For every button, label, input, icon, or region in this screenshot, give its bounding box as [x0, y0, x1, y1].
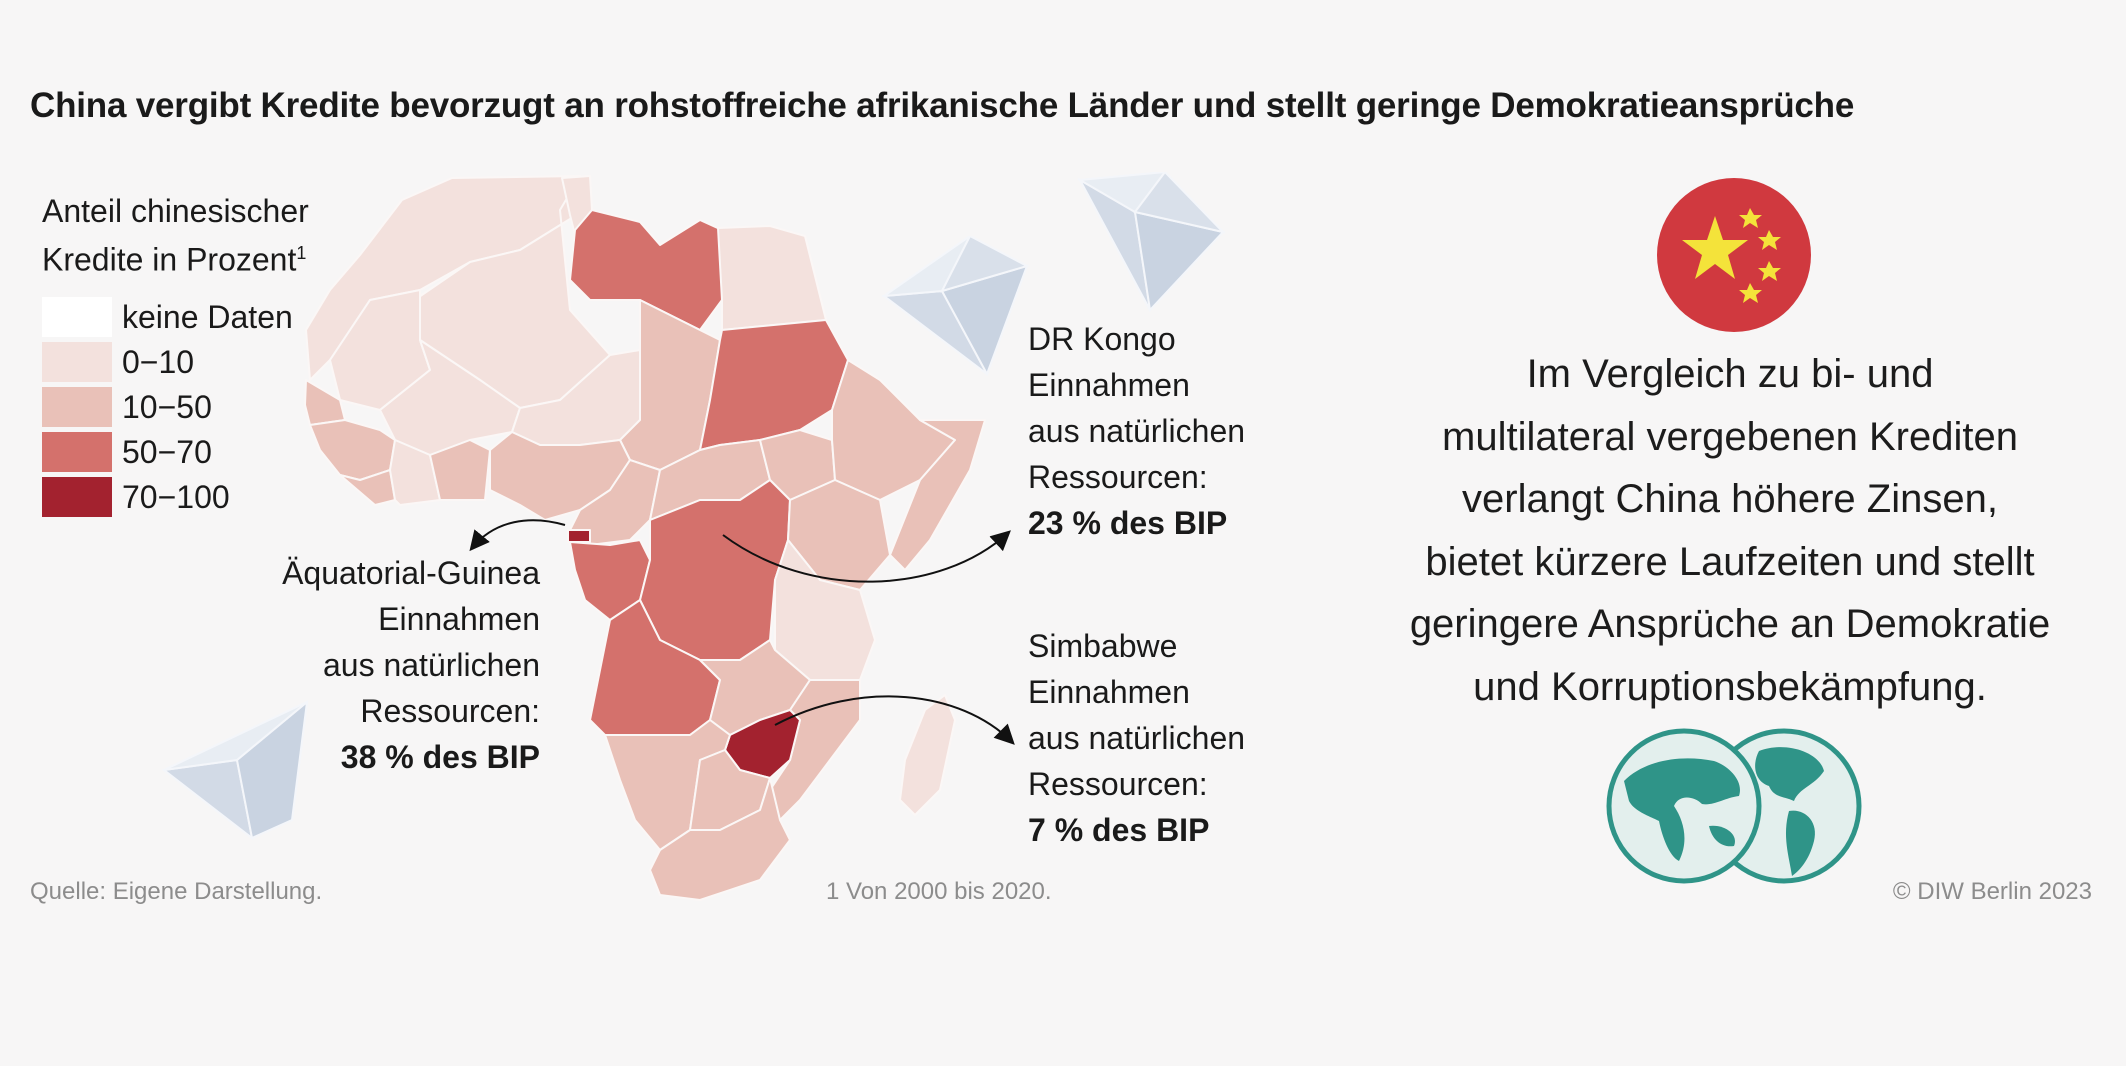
statement-line: multilateral vergebenen Krediten — [1442, 414, 2018, 459]
annotation-line: Ressourcen: — [1028, 766, 1208, 802]
country-ghana — [429, 439, 491, 501]
legend-swatch-0-10 — [42, 342, 112, 383]
statement-line: Im Vergleich zu bi- und — [1526, 352, 1934, 396]
legend-title: Anteil chinesischer Kredite in Prozent1 — [42, 190, 309, 281]
source-note: Quelle: Eigene Darstellung. — [30, 878, 323, 905]
legend-item: 0−10 — [42, 340, 309, 385]
annotation-line: aus natürlichen — [1028, 413, 1246, 449]
legend-swatch-no-data — [42, 297, 112, 338]
country-equatorial-guinea — [567, 529, 591, 543]
china-flag-icon — [1657, 178, 1811, 332]
statement-line: geringere Ansprüche an Demokratie — [1409, 602, 2051, 646]
annotation-line: Einnahmen — [1028, 367, 1190, 403]
diamond-icon — [882, 236, 1030, 376]
legend-swatch-50-70 — [42, 432, 112, 473]
legend-item: keine Daten — [42, 295, 309, 340]
legend-swatch-70-100 — [42, 477, 112, 518]
annotation-dr-congo: DR Kongo Einnahmen aus natürlichen Resso… — [1028, 316, 1245, 546]
legend-title-footnote: 1 — [296, 243, 307, 263]
legend-item: 70−100 — [42, 475, 309, 520]
annotation-value: 7 % des BIP — [1028, 812, 1210, 848]
annotation-line: aus natürlichen — [1028, 720, 1246, 756]
annotation-line: Ressourcen: — [360, 693, 540, 729]
annotation-name: DR Kongo — [1028, 321, 1176, 357]
legend: Anteil chinesischer Kredite in Prozent1 … — [42, 190, 309, 520]
legend-title-line2: Kredite — [42, 241, 144, 278]
legend-label: 10−50 — [122, 388, 212, 425]
annotation-line: Ressourcen: — [1028, 459, 1208, 495]
annotation-equatorial-guinea: Äquatorial-Guinea Einnahmen aus natürlic… — [230, 550, 540, 780]
africa-map — [304, 175, 986, 901]
legend-item: 50−70 — [42, 430, 309, 475]
footnote: 1 Von 2000 bis 2020. — [826, 878, 1052, 905]
legend-title-unit: in Prozent — [152, 241, 297, 278]
legend-label: keine Daten — [122, 298, 293, 335]
legend-label: 50−70 — [122, 433, 212, 470]
arrow-icon — [722, 530, 1011, 583]
annotation-name: Äquatorial-Guinea — [282, 555, 540, 591]
statement-line: verlangt China höhere Zinsen, — [1462, 477, 1998, 521]
country-madagascar — [899, 694, 956, 816]
statement-line: und Korruptionsbekämpfung. — [1473, 664, 1987, 709]
globe-icon — [1606, 728, 1862, 884]
annotation-line: aus natürlichen — [322, 647, 540, 683]
arrow-icon — [774, 695, 1015, 745]
legend-title-line1: Anteil chinesischer — [42, 193, 309, 229]
copyright: © DIW Berlin 2023 — [1892, 878, 2092, 905]
arrow-icon — [469, 519, 566, 552]
diamond-icon — [162, 700, 309, 840]
annotation-line: Einnahmen — [378, 601, 540, 637]
legend-swatch-10-50 — [42, 387, 112, 428]
country-cameroon — [569, 459, 661, 546]
country-south-africa — [649, 777, 791, 901]
annotation-line: Einnahmen — [1028, 674, 1190, 710]
country-somalia — [889, 419, 986, 571]
statement-line: bietet kürzere Laufzeiten und stellt — [1425, 539, 2035, 584]
legend-label: 70−100 — [122, 478, 230, 515]
legend-item: 10−50 — [42, 385, 309, 430]
diamond-icon — [1076, 172, 1225, 312]
annotation-value: 38 % des BIP — [340, 739, 540, 775]
annotation-name: Simbabwe — [1028, 628, 1178, 664]
annotation-zimbabwe: Simbabwe Einnahmen aus natürlichen Resso… — [1028, 623, 1245, 853]
annotation-value: 23 % des BIP — [1028, 505, 1228, 541]
chart-title: China vergibt Kredite bevorzugt an rohst… — [30, 86, 1855, 125]
legend-label: 0−10 — [122, 343, 195, 380]
key-statement: Im Vergleich zu bi- und multilateral ver… — [1380, 343, 2080, 718]
